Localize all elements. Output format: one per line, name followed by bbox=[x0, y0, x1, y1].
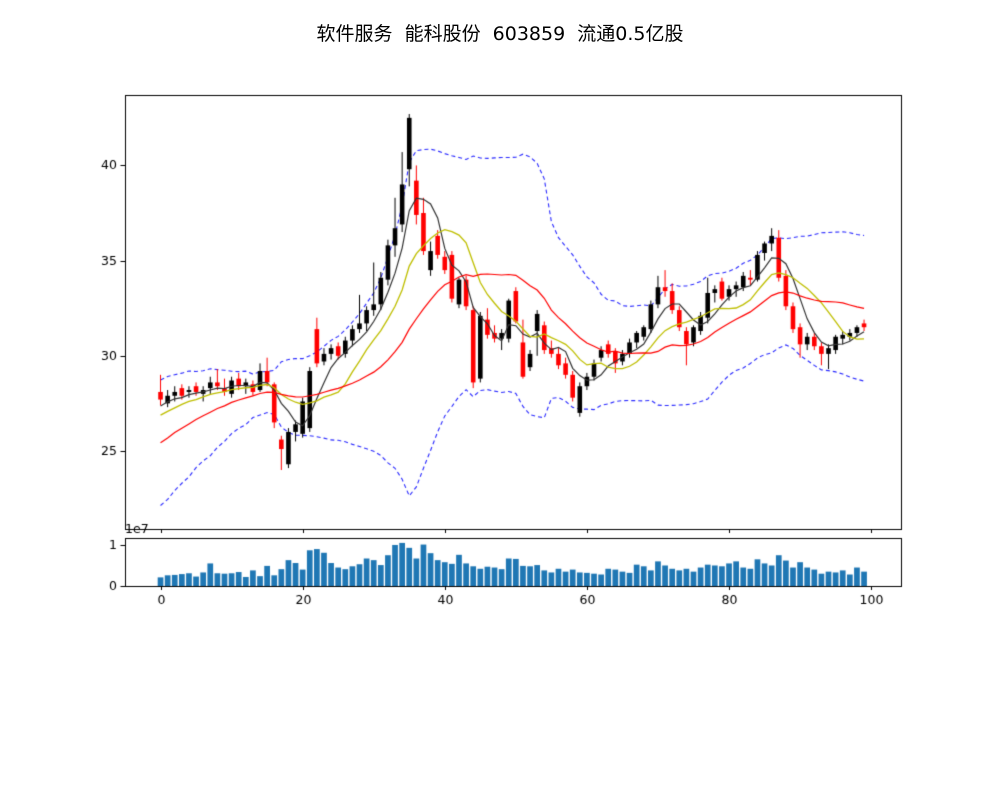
chart-title: 软件服务 能科股份 603859 流通0.5亿股 bbox=[316, 23, 684, 45]
